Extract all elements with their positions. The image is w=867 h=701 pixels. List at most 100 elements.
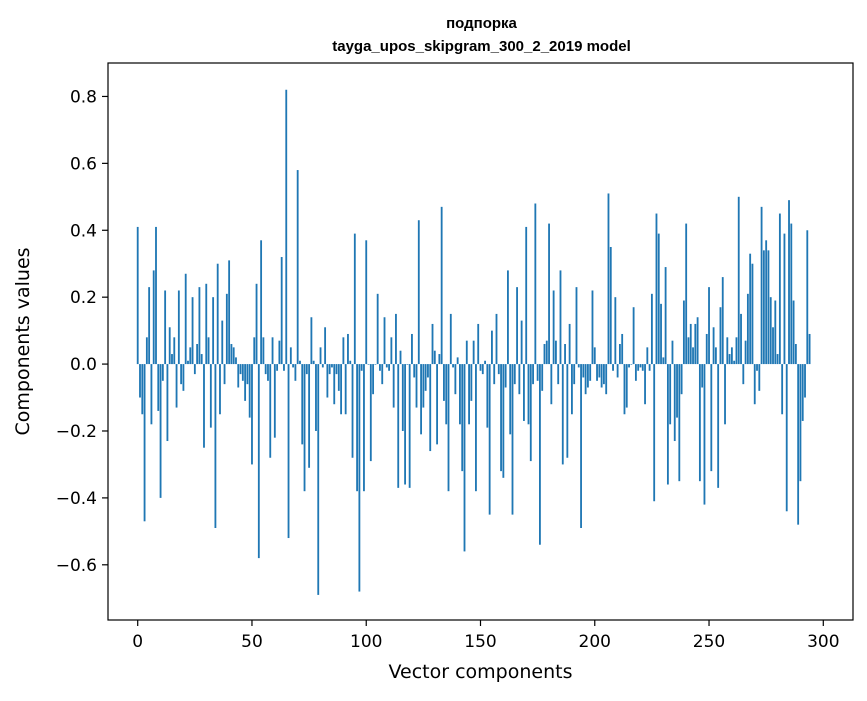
bar-85 bbox=[331, 364, 333, 368]
bar-43 bbox=[235, 357, 237, 365]
bar-229 bbox=[660, 303, 662, 365]
bar-227 bbox=[655, 213, 658, 365]
bars-layer bbox=[136, 89, 811, 595]
bar-48 bbox=[246, 364, 249, 385]
bar-13 bbox=[166, 364, 169, 442]
bar-284 bbox=[785, 364, 788, 512]
bar-261 bbox=[733, 360, 736, 365]
bar-241 bbox=[687, 337, 690, 365]
bar-177 bbox=[541, 364, 544, 391]
bar-248 bbox=[703, 364, 706, 505]
bar-277 bbox=[769, 297, 772, 365]
bar-19 bbox=[180, 364, 183, 385]
bar-77 bbox=[312, 360, 315, 365]
bar-29 bbox=[203, 364, 205, 448]
bar-164 bbox=[511, 364, 514, 515]
bar-183 bbox=[555, 340, 557, 365]
y-tick-label: −0.2 bbox=[56, 422, 97, 442]
bar-18 bbox=[177, 290, 180, 365]
bar-1 bbox=[139, 364, 141, 398]
bar-257 bbox=[724, 364, 726, 425]
bar-93 bbox=[349, 360, 352, 365]
x-tick-label: 300 bbox=[807, 632, 839, 652]
bar-71 bbox=[299, 360, 301, 365]
bar-287 bbox=[792, 300, 795, 365]
bar-190 bbox=[571, 364, 573, 415]
bar-33 bbox=[212, 297, 215, 365]
bar-213 bbox=[623, 364, 626, 415]
bar-152 bbox=[484, 360, 486, 365]
bar-192 bbox=[575, 287, 578, 365]
bar-102 bbox=[369, 364, 372, 462]
bar-153 bbox=[486, 364, 489, 428]
bar-40 bbox=[228, 260, 231, 365]
x-axis-label: Vector components bbox=[389, 661, 573, 683]
bar-139 bbox=[454, 364, 457, 395]
bar-228 bbox=[657, 233, 660, 365]
bar-37 bbox=[221, 320, 224, 365]
bar-203 bbox=[600, 364, 603, 388]
bar-16 bbox=[173, 337, 176, 365]
bar-170 bbox=[525, 226, 528, 365]
bar-34 bbox=[214, 364, 217, 528]
bar-191 bbox=[573, 364, 576, 385]
bar-90 bbox=[342, 337, 345, 365]
bar-41 bbox=[230, 344, 233, 365]
bar-163 bbox=[509, 364, 512, 435]
y-tick-label: 0.4 bbox=[70, 221, 97, 241]
bar-156 bbox=[493, 364, 496, 385]
bar-32 bbox=[209, 364, 212, 428]
chart-title: подпорка bbox=[446, 15, 517, 32]
bar-217 bbox=[632, 307, 635, 365]
bar-171 bbox=[527, 364, 530, 425]
bar-149 bbox=[477, 323, 480, 365]
bar-274 bbox=[762, 250, 765, 365]
bar-132 bbox=[438, 354, 441, 365]
bar-236 bbox=[676, 364, 678, 418]
x-tick-label: 0 bbox=[132, 632, 143, 652]
bar-54 bbox=[260, 240, 263, 365]
bar-201 bbox=[596, 364, 598, 381]
bar-112 bbox=[392, 364, 395, 408]
bar-188 bbox=[566, 364, 569, 458]
bar-78 bbox=[315, 364, 317, 431]
bar-290 bbox=[799, 364, 802, 482]
bar-160 bbox=[502, 364, 505, 478]
bar-184 bbox=[557, 364, 560, 385]
bar-281 bbox=[778, 213, 781, 365]
bar-155 bbox=[491, 330, 493, 365]
bar-176 bbox=[539, 364, 541, 545]
bar-255 bbox=[719, 307, 722, 365]
bar-205 bbox=[605, 364, 608, 395]
bar-129 bbox=[431, 323, 434, 365]
bar-280 bbox=[776, 354, 779, 365]
bar-9 bbox=[157, 364, 160, 411]
y-tick-label: 0.8 bbox=[70, 87, 97, 107]
bar-178 bbox=[543, 344, 546, 365]
bar-124 bbox=[420, 364, 422, 435]
bar-272 bbox=[758, 364, 761, 391]
bar-63 bbox=[280, 257, 283, 365]
bar-182 bbox=[552, 290, 555, 365]
bar-57 bbox=[267, 364, 269, 381]
bar-86 bbox=[333, 364, 336, 405]
bar-53 bbox=[257, 364, 260, 559]
bar-232 bbox=[666, 364, 669, 485]
bar-211 bbox=[618, 344, 621, 365]
bar-46 bbox=[241, 364, 244, 381]
bar-101 bbox=[367, 364, 370, 365]
bar-173 bbox=[532, 364, 534, 385]
bar-145 bbox=[468, 364, 470, 425]
bar-214 bbox=[625, 364, 628, 408]
bar-172 bbox=[529, 364, 532, 462]
bar-215 bbox=[628, 364, 630, 368]
bar-30 bbox=[205, 283, 208, 365]
bar-123 bbox=[417, 220, 420, 365]
bar-283 bbox=[783, 233, 786, 365]
bar-103 bbox=[372, 364, 375, 395]
bar-60 bbox=[273, 364, 276, 438]
bar-294 bbox=[808, 333, 811, 365]
bar-162 bbox=[507, 270, 509, 365]
